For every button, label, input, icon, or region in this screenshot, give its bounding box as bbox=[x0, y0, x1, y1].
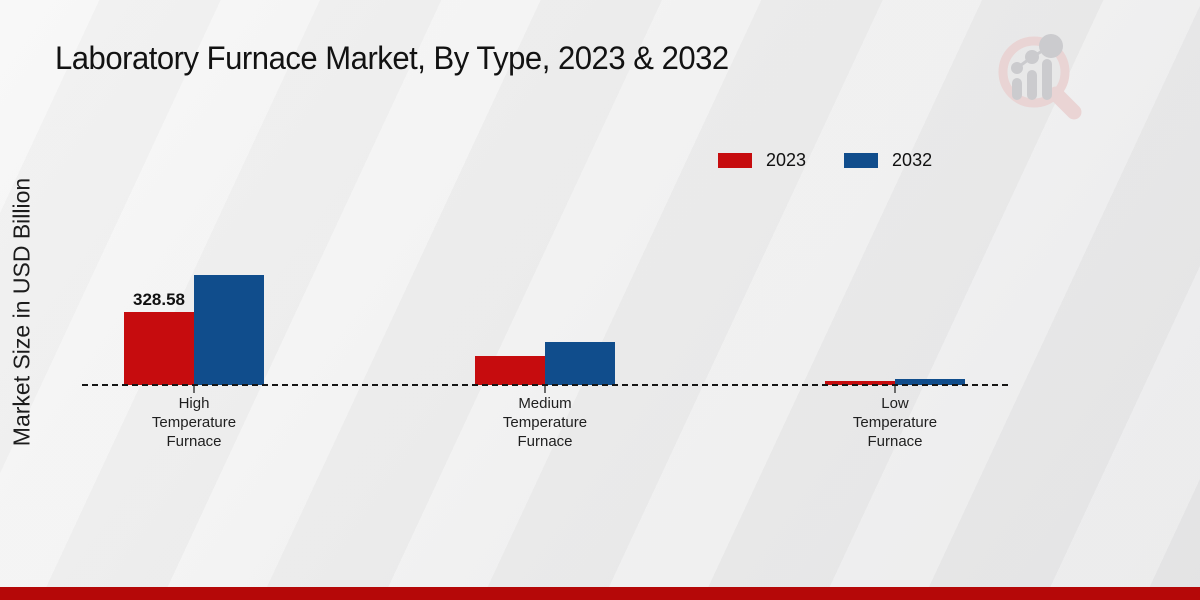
zero-baseline bbox=[82, 384, 1008, 386]
x-axis-label-high-temperature-furnace: High Temperature Furnace bbox=[151, 395, 237, 450]
x-axis-tick-high-temperature-furnace bbox=[193, 386, 195, 393]
legend-label-2023: 2023 bbox=[766, 150, 807, 170]
legend-item-2023: 2023 bbox=[718, 150, 806, 171]
legend-item-2032: 2032 bbox=[844, 150, 932, 171]
x-axis-tick-low-temperature-furnace bbox=[894, 386, 896, 393]
bar-2023-low-temperature-furnace bbox=[825, 381, 895, 385]
legend-swatch-2023 bbox=[718, 153, 752, 168]
bar-2023-medium-temperature-furnace bbox=[475, 356, 545, 385]
legend: 2023 2032 bbox=[718, 150, 932, 171]
bar-2023-high-temperature-furnace bbox=[124, 312, 194, 385]
bar-value-label: 328.58 bbox=[133, 290, 185, 309]
chart-title: Laboratory Furnace Market, By Type, 2023… bbox=[55, 40, 729, 76]
legend-swatch-2032 bbox=[844, 153, 879, 168]
x-axis-label-low-temperature-furnace: Low Temperature Furnace bbox=[852, 395, 938, 450]
x-axis-tick-medium-temperature-furnace bbox=[544, 386, 546, 393]
bar-2032-low-temperature-furnace bbox=[895, 379, 965, 385]
bar-2032-medium-temperature-furnace bbox=[545, 342, 615, 385]
bar-2032-high-temperature-furnace bbox=[194, 275, 264, 385]
footer-red-band bbox=[0, 587, 1200, 600]
legend-label-2032: 2032 bbox=[892, 150, 933, 170]
x-axis-label-medium-temperature-furnace: Medium Temperature Furnace bbox=[502, 395, 588, 450]
market-research-magnifier-logo-icon bbox=[998, 34, 1082, 120]
